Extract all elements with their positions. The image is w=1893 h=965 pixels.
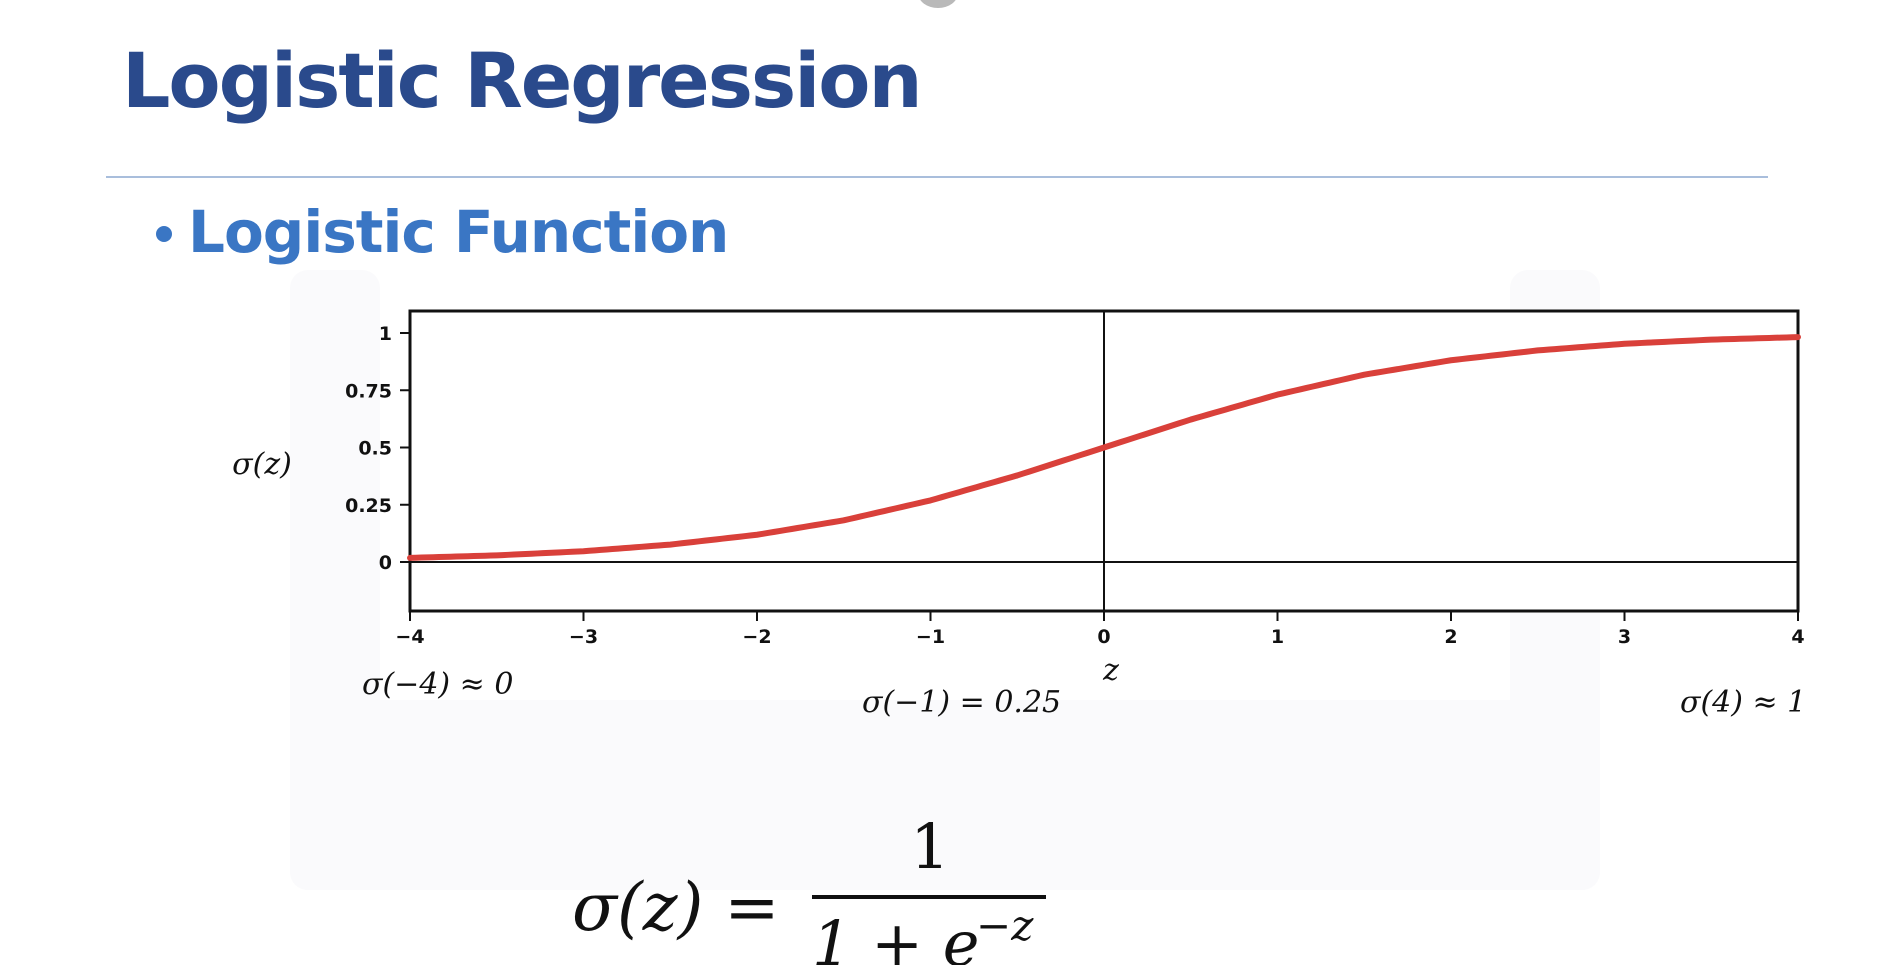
x-tick-label: 2	[1444, 626, 1457, 648]
sigmoid-formula: σ(z) = 1 1 + e −z	[572, 810, 1046, 965]
formula-denominator-exponent: −z	[976, 901, 1034, 950]
formula-lhs: σ(z) =	[572, 869, 780, 946]
x-tick-label: −4	[395, 626, 424, 648]
y-tick-label: 0.5	[358, 438, 392, 460]
x-tick-label: 0	[1097, 626, 1110, 648]
y-axis-label: σ(z)	[232, 447, 292, 482]
annotation-sigma-minus-1: σ(−1) = 0.25	[862, 685, 1061, 720]
x-tick-label: 1	[1271, 626, 1284, 648]
y-tick-label: 0.75	[345, 380, 392, 402]
formula-numerator: 1	[910, 810, 949, 883]
background-watermark-base	[290, 700, 1600, 890]
annotation-sigma-4: σ(4) ≈ 1	[1680, 685, 1806, 720]
bullet-heading: Logistic Function	[188, 198, 729, 266]
y-tick-label: 1	[379, 323, 392, 345]
x-tick-label: −1	[916, 626, 945, 648]
y-tick-label: 0	[379, 552, 392, 574]
slide-title: Logistic Regression	[122, 36, 923, 125]
presenter-pointer-dot	[918, 0, 958, 8]
title-divider	[106, 176, 1768, 178]
sigmoid-curve	[407, 334, 1801, 561]
x-axis-label: z	[1102, 653, 1119, 688]
x-tick-label: −3	[569, 626, 598, 648]
x-tick-label: 4	[1791, 626, 1804, 648]
formula-denominator-base: 1 + e	[812, 907, 980, 965]
y-tick-label: 0.25	[345, 495, 392, 517]
formula-fraction-bar	[812, 895, 1046, 899]
x-tick-label: −2	[742, 626, 771, 648]
x-tick-label: 3	[1618, 626, 1631, 648]
bullet-icon	[156, 226, 172, 242]
plot-area: −4 −3 −2 −1 0 1 2 3 4 0 0.25 0.5 0.75 1	[345, 309, 1805, 648]
annotation-sigma-minus-4: σ(−4) ≈ 0	[362, 667, 513, 702]
